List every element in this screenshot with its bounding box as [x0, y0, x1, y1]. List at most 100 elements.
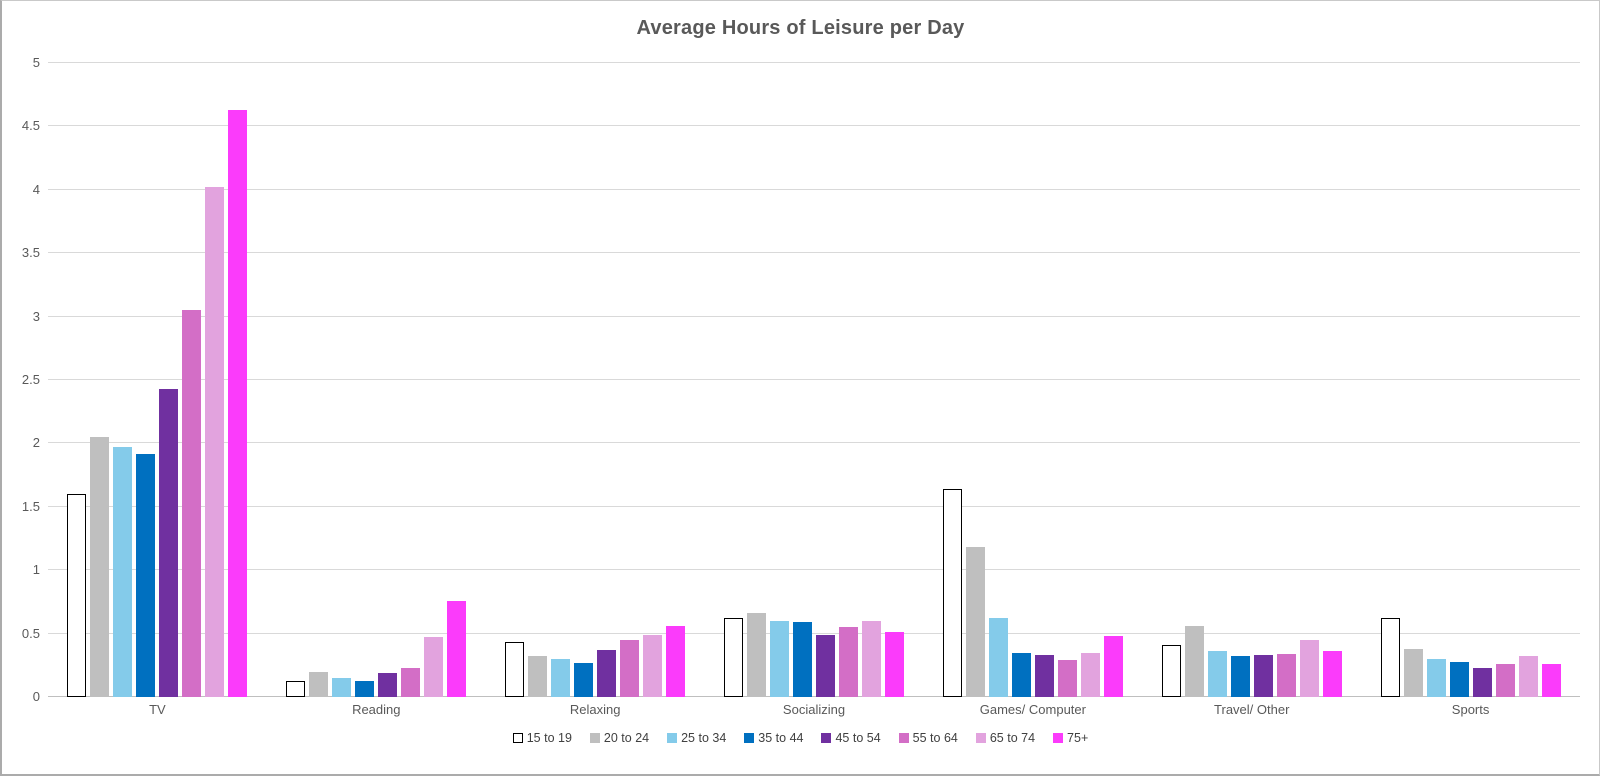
legend-swatch-icon [589, 733, 600, 743]
bar [839, 627, 858, 697]
bar [1011, 652, 1031, 697]
bar [1380, 618, 1400, 697]
bar [643, 634, 663, 697]
bar [1541, 664, 1561, 697]
bar [988, 618, 1008, 697]
bar [286, 680, 306, 697]
bar [551, 658, 571, 697]
y-tick-label: 0.5 [21, 625, 40, 641]
legend-item: 20 to 24 [589, 731, 650, 745]
bar [113, 447, 133, 697]
bar [965, 547, 985, 697]
y-tick-label: 2 [32, 435, 40, 451]
bar [182, 310, 202, 697]
legend-swatch-icon [744, 733, 755, 743]
gridline [48, 125, 1580, 127]
gridline [48, 252, 1580, 254]
x-axis-line [48, 696, 1580, 697]
legend-item: 35 to 44 [744, 731, 803, 745]
legend-item: 25 to 34 [667, 731, 726, 745]
bar [574, 662, 594, 697]
bar [159, 388, 179, 697]
legend: 15 to 19 20 to 24 25 to 34 35 to 44 45 to 54… [2, 731, 1599, 745]
legend-label: 65 to 74 [989, 731, 1036, 745]
y-tick-label: 0 [32, 689, 40, 704]
bar-group [267, 63, 486, 697]
bar [1518, 656, 1538, 697]
gridline [48, 188, 1580, 190]
legend-item: 45 to 54 [821, 731, 881, 745]
y-tick-label: 3.5 [21, 245, 40, 261]
bar-group [48, 63, 267, 697]
legend-label: 75+ [1067, 731, 1089, 745]
x-category-label: Reading [352, 702, 401, 717]
gridline [48, 62, 1580, 63]
legend-swatch-icon [667, 733, 678, 743]
gridline [48, 632, 1580, 634]
x-category-label: Relaxing [569, 702, 621, 717]
legend-item: 15 to 19 [512, 731, 572, 745]
plot-area [48, 62, 1580, 697]
legend-label: 45 to 54 [835, 731, 881, 745]
bar [309, 671, 329, 697]
bar [942, 489, 962, 697]
bar [528, 656, 548, 697]
bar [1426, 658, 1446, 697]
bar [228, 109, 248, 697]
x-category-label: Travel/ Other [1214, 702, 1290, 717]
bar [1184, 626, 1204, 697]
bar [816, 634, 835, 697]
bar [1103, 636, 1123, 697]
legend-swatch-icon [975, 733, 986, 743]
legend-label: 55 to 64 [912, 731, 958, 745]
bar [620, 639, 640, 697]
bar [1080, 652, 1100, 697]
legend-item: 65 to 74 [975, 731, 1036, 745]
bar [205, 187, 225, 697]
x-axis-category-labels: TV Reading Relaxing Socializing Games/ Compu… [48, 702, 1580, 717]
bar [770, 620, 789, 697]
legend-label: 35 to 44 [758, 731, 804, 745]
y-tick-label: 2.5 [21, 372, 40, 387]
bar [332, 677, 352, 697]
bar [1276, 653, 1296, 697]
y-tick-label: 1 [32, 562, 40, 578]
bar-group [705, 63, 924, 697]
bar [793, 622, 812, 697]
y-tick-label: 3 [32, 308, 40, 324]
legend-label: 15 to 19 [526, 731, 572, 745]
bar [1161, 645, 1181, 697]
legend-label: 25 to 34 [681, 731, 727, 745]
x-category-label: TV [149, 702, 166, 717]
y-axis-tick-labels: 0 0.5 1 1.5 2 2.5 3 3.5 4 4.5 5 [2, 55, 40, 704]
gridline [48, 569, 1580, 571]
bar-group [1361, 63, 1580, 697]
x-category-label: Socializing [782, 702, 846, 717]
bar [597, 650, 617, 697]
gridline [48, 505, 1580, 507]
bar-group [1142, 63, 1361, 697]
bar [1495, 664, 1515, 697]
bar [1034, 655, 1054, 697]
bar-group [923, 63, 1142, 697]
bar [666, 626, 686, 697]
legend-swatch-icon [898, 733, 909, 743]
bar [1253, 655, 1273, 697]
bar-groups [48, 63, 1580, 697]
bar [1403, 648, 1423, 697]
bar [378, 672, 398, 697]
bar [1057, 660, 1077, 697]
bar [1207, 651, 1227, 697]
legend-swatch-icon [512, 733, 523, 743]
bar [1449, 661, 1469, 697]
bar [1299, 639, 1319, 697]
y-tick-label: 1.5 [21, 498, 40, 514]
bar [747, 613, 766, 697]
y-tick-label: 5 [32, 55, 40, 70]
bar [401, 667, 421, 697]
bar [1230, 656, 1250, 697]
legend-label: 20 to 24 [603, 731, 650, 745]
bar-group [486, 63, 705, 697]
bar [136, 453, 156, 697]
bar [355, 680, 375, 697]
